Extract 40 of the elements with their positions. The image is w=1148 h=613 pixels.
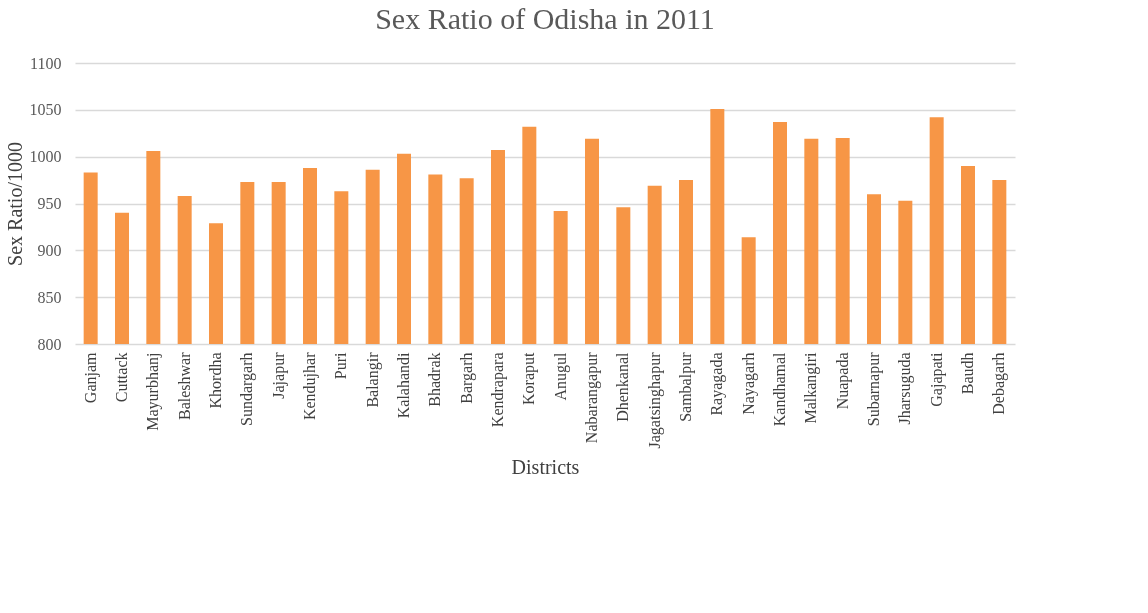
chart-title: Sex Ratio of Odisha in 2011 <box>375 2 715 35</box>
x-tick-label: Kalahandi <box>395 351 412 419</box>
x-tick-label: Mayurbhanj <box>144 352 163 431</box>
x-tick-label: Kendrapara <box>489 352 507 428</box>
x-tick-label: Jharsuguda <box>896 352 915 425</box>
y-tick-label: 1100 <box>30 54 62 72</box>
y-tick-label: 800 <box>37 335 62 353</box>
x-tick-label: Jagatsinghapur <box>645 351 664 449</box>
x-tick-label: Nabarangapur <box>583 351 601 444</box>
y-tick-label: 850 <box>37 288 62 306</box>
x-tick-label: Gajapati <box>927 351 946 407</box>
x-tick-label: Khordha <box>207 352 224 409</box>
x-tick-label: Nayagarh <box>739 352 758 415</box>
x-tick-label: Baleshwar <box>175 351 193 421</box>
x-tick-label: Debagarh <box>990 352 1009 415</box>
y-tick-label: 950 <box>37 195 62 212</box>
x-tick-label: Sundargarh <box>238 352 257 426</box>
x-tick-label: Kandhamal <box>771 351 788 427</box>
x-tick-label: Bargarh <box>457 352 476 404</box>
x-tick-label: Kendujhar <box>301 351 319 421</box>
x-tick-label: Rayagada <box>708 352 727 416</box>
y-axis-title: Sex Ratio/1000 <box>3 142 26 266</box>
y-tick-label: 1050 <box>29 101 62 119</box>
x-tick-label: Koraput <box>520 351 539 405</box>
x-tick-label: Cuttack <box>113 352 130 403</box>
x-tick-label: Dhenkanal <box>614 351 632 422</box>
x-tick-label: Jajapur <box>269 351 288 399</box>
x-tick-label: Sambalpur <box>677 351 695 422</box>
y-tick-label: 1000 <box>29 148 62 166</box>
x-axis-title: Districts <box>511 456 580 479</box>
x-tick-label: Ganjam <box>81 351 100 404</box>
x-tick-label: Bhadrak <box>426 352 444 407</box>
y-tick-label: 900 <box>37 241 62 259</box>
x-tick-label: Balangir <box>363 351 382 408</box>
x-tick-label: Baudh <box>959 352 976 395</box>
x-tick-label: Subarnapur <box>865 351 883 427</box>
x-tick-label: Malkangiri <box>802 351 821 424</box>
x-tick-label: Puri <box>332 351 350 380</box>
x-tick-label: Nuapada <box>833 352 852 410</box>
x-tick-label: Anugul <box>551 351 570 401</box>
